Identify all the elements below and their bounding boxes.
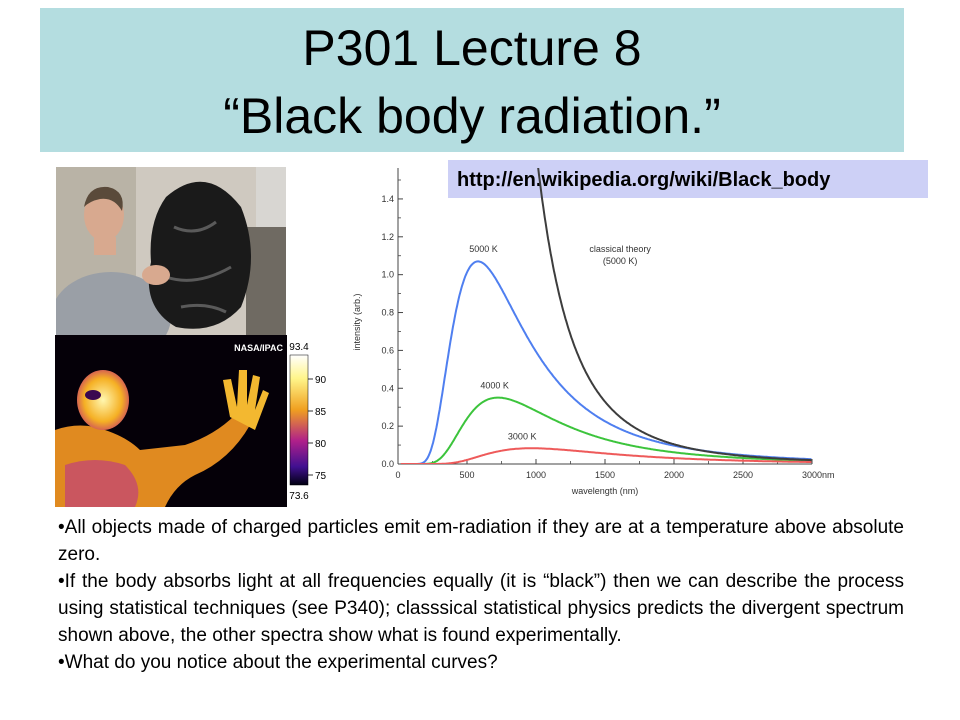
series-label-4000k: 4000 K bbox=[480, 380, 509, 390]
x-tick-label: 3000nm bbox=[802, 470, 835, 480]
x-tick-label: 1000 bbox=[526, 470, 546, 480]
bullet-item: •What do you notice about the experiment… bbox=[58, 652, 498, 673]
y-tick-label: 1.0 bbox=[381, 270, 394, 280]
y-tick-label: 0.6 bbox=[381, 345, 394, 355]
y-tick-label: 0.8 bbox=[381, 308, 394, 318]
y-tick-label: 0.4 bbox=[381, 383, 394, 393]
scale-tick-75: 75 bbox=[315, 471, 327, 482]
series-label-classical: classical theory bbox=[589, 244, 651, 254]
y-tick-label: 1.4 bbox=[381, 194, 394, 204]
source-link-box[interactable]: http://en.wikipedia.org/wiki/Black_body bbox=[448, 160, 928, 198]
scale-max-label: 93.4 bbox=[289, 342, 309, 353]
series-label-classical: (5000 K) bbox=[603, 256, 638, 266]
y-tick-label: 1.2 bbox=[381, 232, 394, 242]
blackbody-spectrum-chart: 0.0 0.2 0.4 0.6 0.8 1.0 1.2 1.4 0 500 1000 1500 2000… bbox=[352, 168, 835, 496]
x-tick-label: 2500 bbox=[733, 470, 753, 480]
bullet-list: •All objects made of charged particles e… bbox=[58, 514, 904, 676]
x-tick-label: 500 bbox=[459, 470, 474, 480]
x-tick-label: 0 bbox=[395, 470, 400, 480]
y-tick-label: 0.2 bbox=[381, 421, 394, 431]
series-line-classical-theory bbox=[537, 168, 812, 462]
scale-min-label: 73.6 bbox=[289, 491, 309, 502]
slide-title-line-1: P301 Lecture 8 bbox=[302, 20, 642, 76]
scale-tick-80: 80 bbox=[315, 439, 327, 450]
x-tick-label: 1500 bbox=[595, 470, 615, 480]
series-label-3000k: 3000 K bbox=[508, 431, 537, 441]
scale-tick-85: 85 bbox=[315, 407, 327, 418]
slide-title-line-2: “Black body radiation.” bbox=[223, 88, 721, 144]
photo-caption: NASA/IPAC bbox=[234, 343, 283, 353]
photo-man-with-black-bag bbox=[56, 167, 286, 335]
y-axis-label: intensity (arb.) bbox=[352, 293, 362, 350]
bullet-item: •All objects made of charged particles e… bbox=[58, 517, 904, 565]
bullet-item: •If the body absorbs light at all freque… bbox=[58, 571, 904, 646]
series-line-3000-k bbox=[400, 447, 812, 464]
source-link[interactable]: http://en.wikipedia.org/wiki/Black_body bbox=[457, 169, 831, 191]
thermal-image-photo: NASA/IPAC 93.4 90 85 80 75 73.6 bbox=[55, 335, 342, 507]
x-tick-label: 2000 bbox=[664, 470, 684, 480]
series-label-5000k: 5000 K bbox=[469, 244, 498, 254]
x-axis-label: wavelength (nm) bbox=[571, 486, 639, 496]
y-tick-label: 0.0 bbox=[381, 459, 394, 469]
scale-tick-90: 90 bbox=[315, 375, 327, 386]
title-banner: P301 Lecture 8 “Black body radiation.” bbox=[40, 8, 904, 152]
series-line-4000-k bbox=[400, 396, 812, 464]
series-line-5000-k bbox=[400, 260, 812, 464]
